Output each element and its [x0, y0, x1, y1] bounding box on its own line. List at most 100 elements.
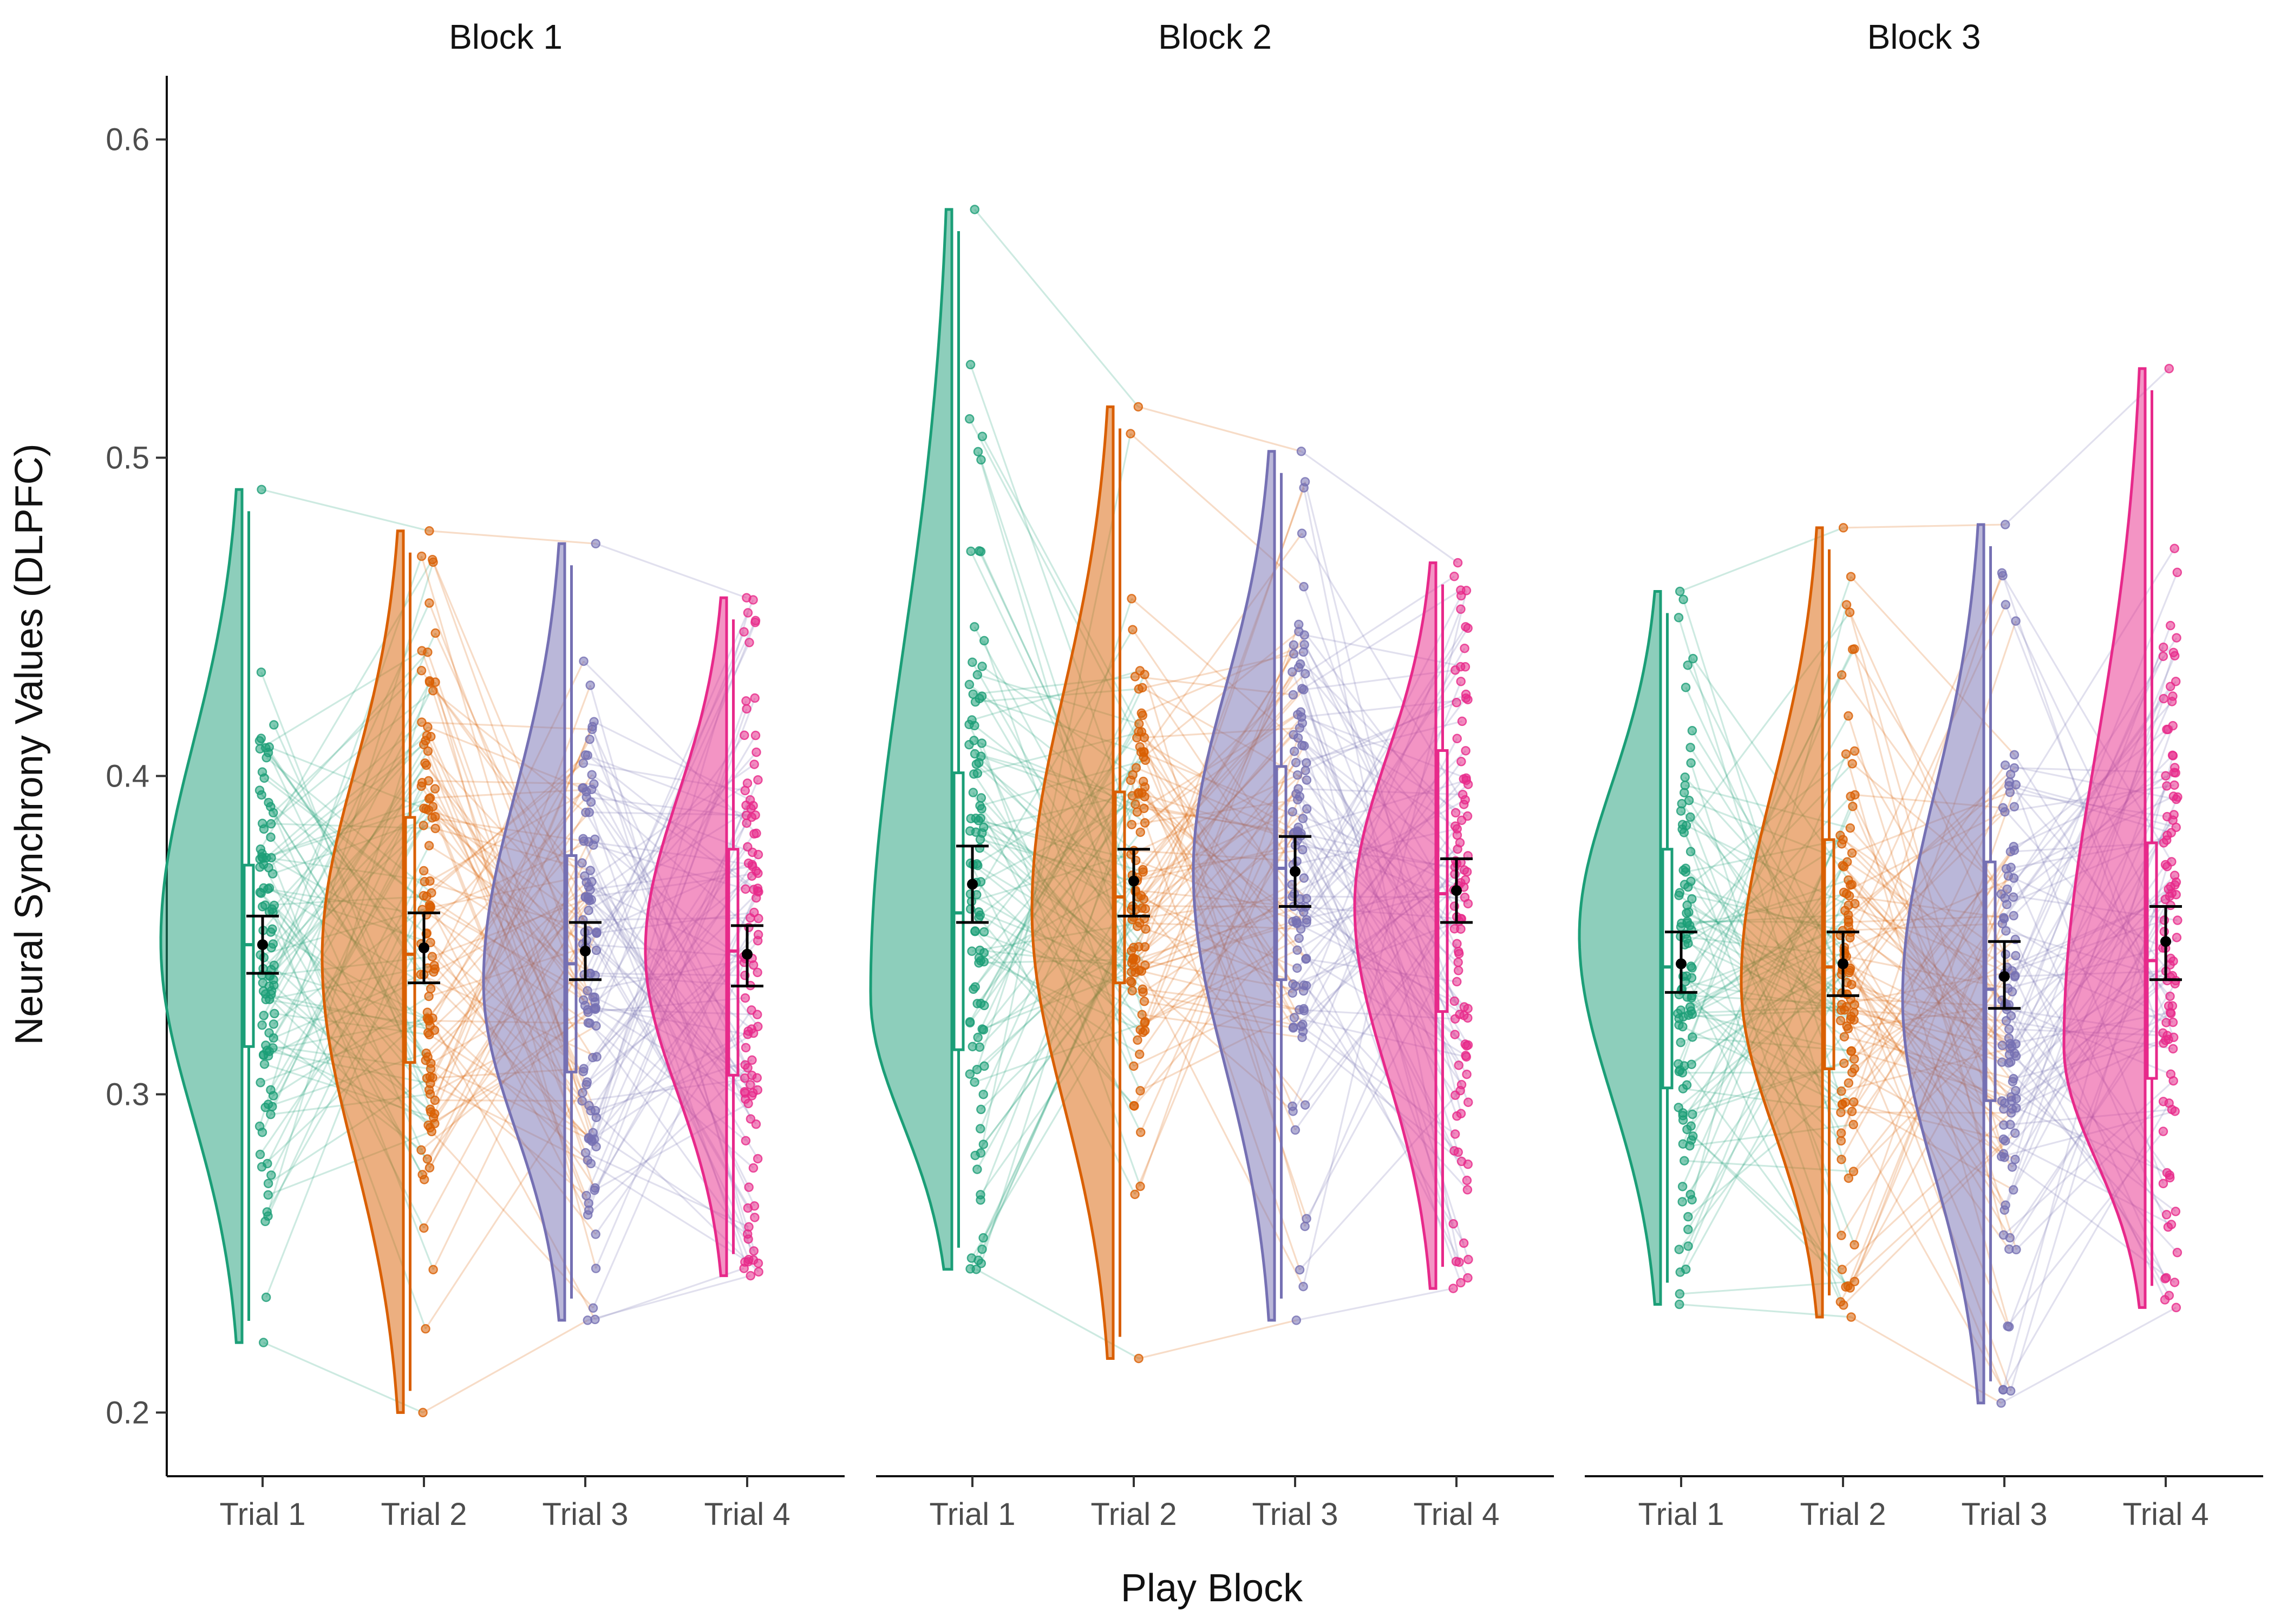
data-point	[580, 871, 590, 881]
data-point	[741, 696, 751, 706]
data-point	[260, 900, 270, 910]
data-point	[979, 822, 989, 833]
data-point	[1463, 1254, 1473, 1265]
trial-group	[321, 526, 440, 1418]
data-point	[424, 991, 434, 1001]
data-point	[2161, 1210, 2172, 1220]
data-point	[1134, 1049, 1145, 1059]
data-point	[585, 734, 594, 744]
data-point	[1289, 730, 1298, 739]
data-point	[1452, 734, 1462, 744]
data-point	[1293, 784, 1303, 794]
data-point	[1302, 775, 1312, 785]
data-point	[968, 788, 978, 797]
data-point	[1846, 1312, 1856, 1322]
raw-points	[254, 484, 279, 1347]
paired-line	[1305, 985, 1465, 1244]
data-point	[256, 844, 266, 854]
data-point	[2172, 933, 2182, 942]
data-point	[1460, 875, 1471, 885]
data-point	[2004, 1024, 2014, 1034]
data-point	[1126, 429, 1135, 438]
data-point	[579, 656, 589, 666]
data-point	[1461, 746, 1471, 756]
data-point	[1298, 1019, 1308, 1030]
data-point	[965, 1018, 975, 1028]
density-half-violin	[482, 542, 566, 1322]
data-point	[427, 813, 437, 823]
data-point	[419, 1175, 429, 1184]
data-point	[425, 1104, 435, 1114]
data-point	[1288, 667, 1297, 677]
data-point	[1450, 808, 1461, 818]
data-point	[2167, 1001, 2178, 1011]
data-point	[1998, 1385, 2008, 1395]
data-point	[1998, 1149, 2009, 1159]
data-point	[1302, 1214, 1311, 1223]
data-point	[417, 646, 427, 656]
data-point	[1835, 1016, 1846, 1026]
data-point	[2173, 915, 2182, 925]
data-point	[1302, 915, 1312, 925]
paired-line	[1296, 1287, 1454, 1321]
data-point	[1129, 1101, 1139, 1111]
data-point	[581, 792, 591, 802]
data-point	[424, 677, 435, 687]
data-point	[1850, 1276, 1860, 1287]
data-point	[1461, 1051, 1471, 1060]
data-point	[1453, 966, 1463, 975]
paired-line	[588, 1105, 760, 1273]
data-point	[584, 1134, 594, 1144]
data-point	[1449, 996, 1460, 1006]
data-point	[1846, 1046, 1857, 1056]
data-point	[257, 1020, 267, 1030]
data-point	[1843, 910, 1853, 920]
data-point	[1844, 711, 1853, 721]
data-point	[269, 1091, 278, 1101]
data-point	[416, 666, 427, 676]
data-point	[966, 814, 976, 823]
data-point	[1292, 770, 1303, 780]
data-point	[587, 770, 597, 780]
paired-line	[973, 208, 1139, 408]
data-point	[1292, 918, 1302, 928]
data-point	[746, 803, 756, 814]
data-point	[1292, 945, 1302, 955]
data-point	[1678, 1139, 1688, 1149]
data-point	[972, 999, 982, 1009]
data-point	[976, 1104, 986, 1115]
data-point	[1686, 1121, 1696, 1131]
data-point	[427, 952, 437, 961]
data-point	[1678, 1111, 1688, 1121]
data-point	[589, 1004, 599, 1013]
data-point	[2158, 1178, 2168, 1189]
data-point	[2161, 1273, 2171, 1283]
data-point	[1682, 918, 1692, 928]
data-point	[2001, 600, 2011, 610]
data-point	[421, 1056, 430, 1065]
x-tick-label: Trial 2	[1091, 1497, 1177, 1532]
data-point	[965, 826, 975, 836]
data-point	[1681, 867, 1691, 877]
density-half-violin	[1740, 526, 1824, 1319]
data-point	[1127, 986, 1137, 996]
data-point	[1452, 977, 1462, 987]
data-point	[1837, 1155, 1846, 1164]
data-point	[742, 818, 752, 828]
data-point	[419, 890, 429, 901]
facet-panel: Block 3 Trial 1 Trial 2 Trial 3 Trial 4	[1578, 17, 2263, 1532]
data-point	[972, 670, 983, 680]
data-point	[1838, 835, 1848, 844]
data-point	[268, 939, 278, 949]
data-point	[428, 1013, 437, 1023]
data-point	[261, 1292, 271, 1302]
data-point	[748, 960, 759, 970]
data-point	[1289, 1022, 1298, 1032]
data-point	[1462, 1185, 1473, 1195]
data-point	[1288, 1101, 1297, 1111]
data-point	[2160, 894, 2170, 905]
data-point	[1997, 919, 2007, 928]
data-point	[419, 821, 429, 830]
data-point	[1291, 1315, 1302, 1325]
